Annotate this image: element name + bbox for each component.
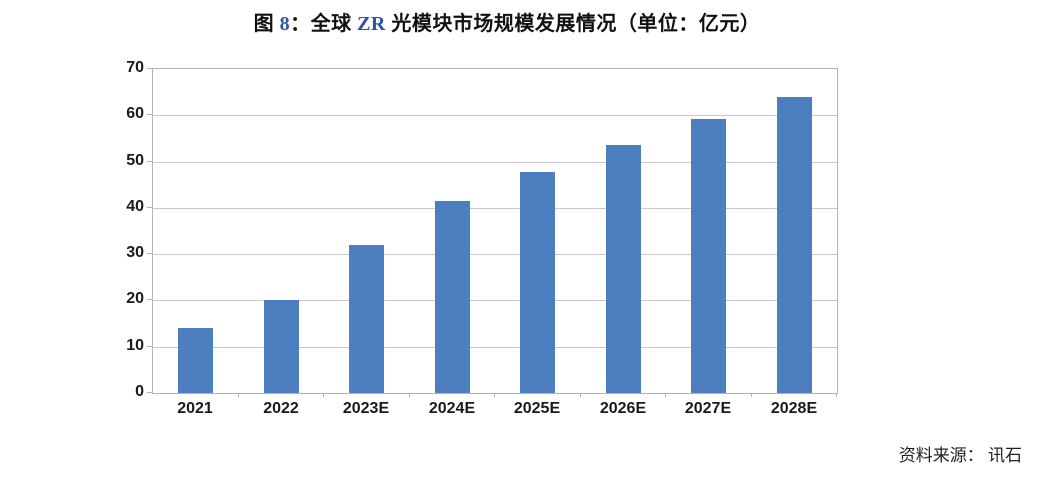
x-axis-tick: [751, 393, 752, 397]
x-tick-label-2028E: 2028E: [770, 400, 818, 417]
x-axis-tick: [580, 393, 581, 397]
figure-number: 8: [279, 13, 291, 35]
x-tick-label-2025E: 2025E: [513, 400, 561, 417]
figure-title-prefix: 图: [253, 13, 280, 35]
y-axis-tick: [147, 299, 152, 301]
y-axis-tick: [147, 114, 152, 116]
y-tick-label-0: 0: [135, 383, 144, 400]
y-axis-tick: [147, 160, 152, 162]
y-axis-tick: [147, 206, 152, 208]
bar-2022: [264, 300, 299, 393]
source-label: 资料来源：: [898, 446, 984, 465]
y-tick-label-30: 30: [126, 244, 144, 262]
figure-title: 图 8：全球 ZR 光模块市场规模发展情况（单位：亿元）: [0, 7, 1014, 36]
bar-2025E: [520, 172, 555, 393]
bar-2027E: [691, 119, 726, 393]
x-tick-label-2026E: 2026E: [599, 400, 647, 417]
bar-2024E: [435, 201, 470, 393]
y-axis-tick: [147, 253, 152, 255]
y-axis-tick: [147, 392, 152, 393]
x-axis-tick: [323, 393, 324, 397]
gridline-50: [153, 161, 837, 163]
gridline-10: [153, 346, 837, 348]
y-tick-label-20: 20: [126, 290, 144, 308]
x-tick-label-2022: 2022: [263, 400, 299, 417]
gridline-60: [153, 115, 837, 117]
source-value: 讯石: [988, 446, 1022, 465]
gridline-30: [153, 254, 837, 256]
y-axis-tick: [147, 68, 152, 69]
gridline-40: [153, 207, 837, 209]
figure-title-rest: 光模块市场规模发展情况（单位：亿元）: [385, 13, 761, 35]
x-tick-label-2027E: 2027E: [684, 400, 732, 417]
y-tick-label-60: 60: [126, 105, 144, 123]
bar-2021: [178, 328, 213, 393]
x-tick-label-2023E: 2023E: [342, 400, 390, 417]
y-tick-label-40: 40: [126, 197, 144, 215]
bar-2028E: [777, 97, 812, 393]
figure-title-mid: ：全球: [290, 13, 358, 35]
gridline-20: [153, 300, 837, 302]
x-axis-tick: [494, 393, 495, 397]
x-axis-tick: [665, 393, 666, 397]
x-axis-tick: [238, 393, 239, 397]
y-tick-label-10: 10: [126, 336, 144, 354]
x-axis-tick: [836, 393, 837, 397]
bar-2023E: [349, 245, 384, 393]
source-caption: 资料来源： 讯石: [899, 441, 1022, 466]
figure-title-latin: ZR: [357, 13, 386, 35]
bar-2026E: [606, 145, 641, 393]
y-tick-label-70: 70: [126, 59, 144, 76]
y-axis-tick: [147, 345, 152, 347]
x-axis-tick: [409, 393, 410, 397]
y-tick-label-50: 50: [126, 151, 144, 169]
plot-area: [152, 68, 838, 394]
x-tick-label-2024E: 2024E: [428, 400, 476, 417]
x-tick-label-2021: 2021: [177, 400, 213, 417]
